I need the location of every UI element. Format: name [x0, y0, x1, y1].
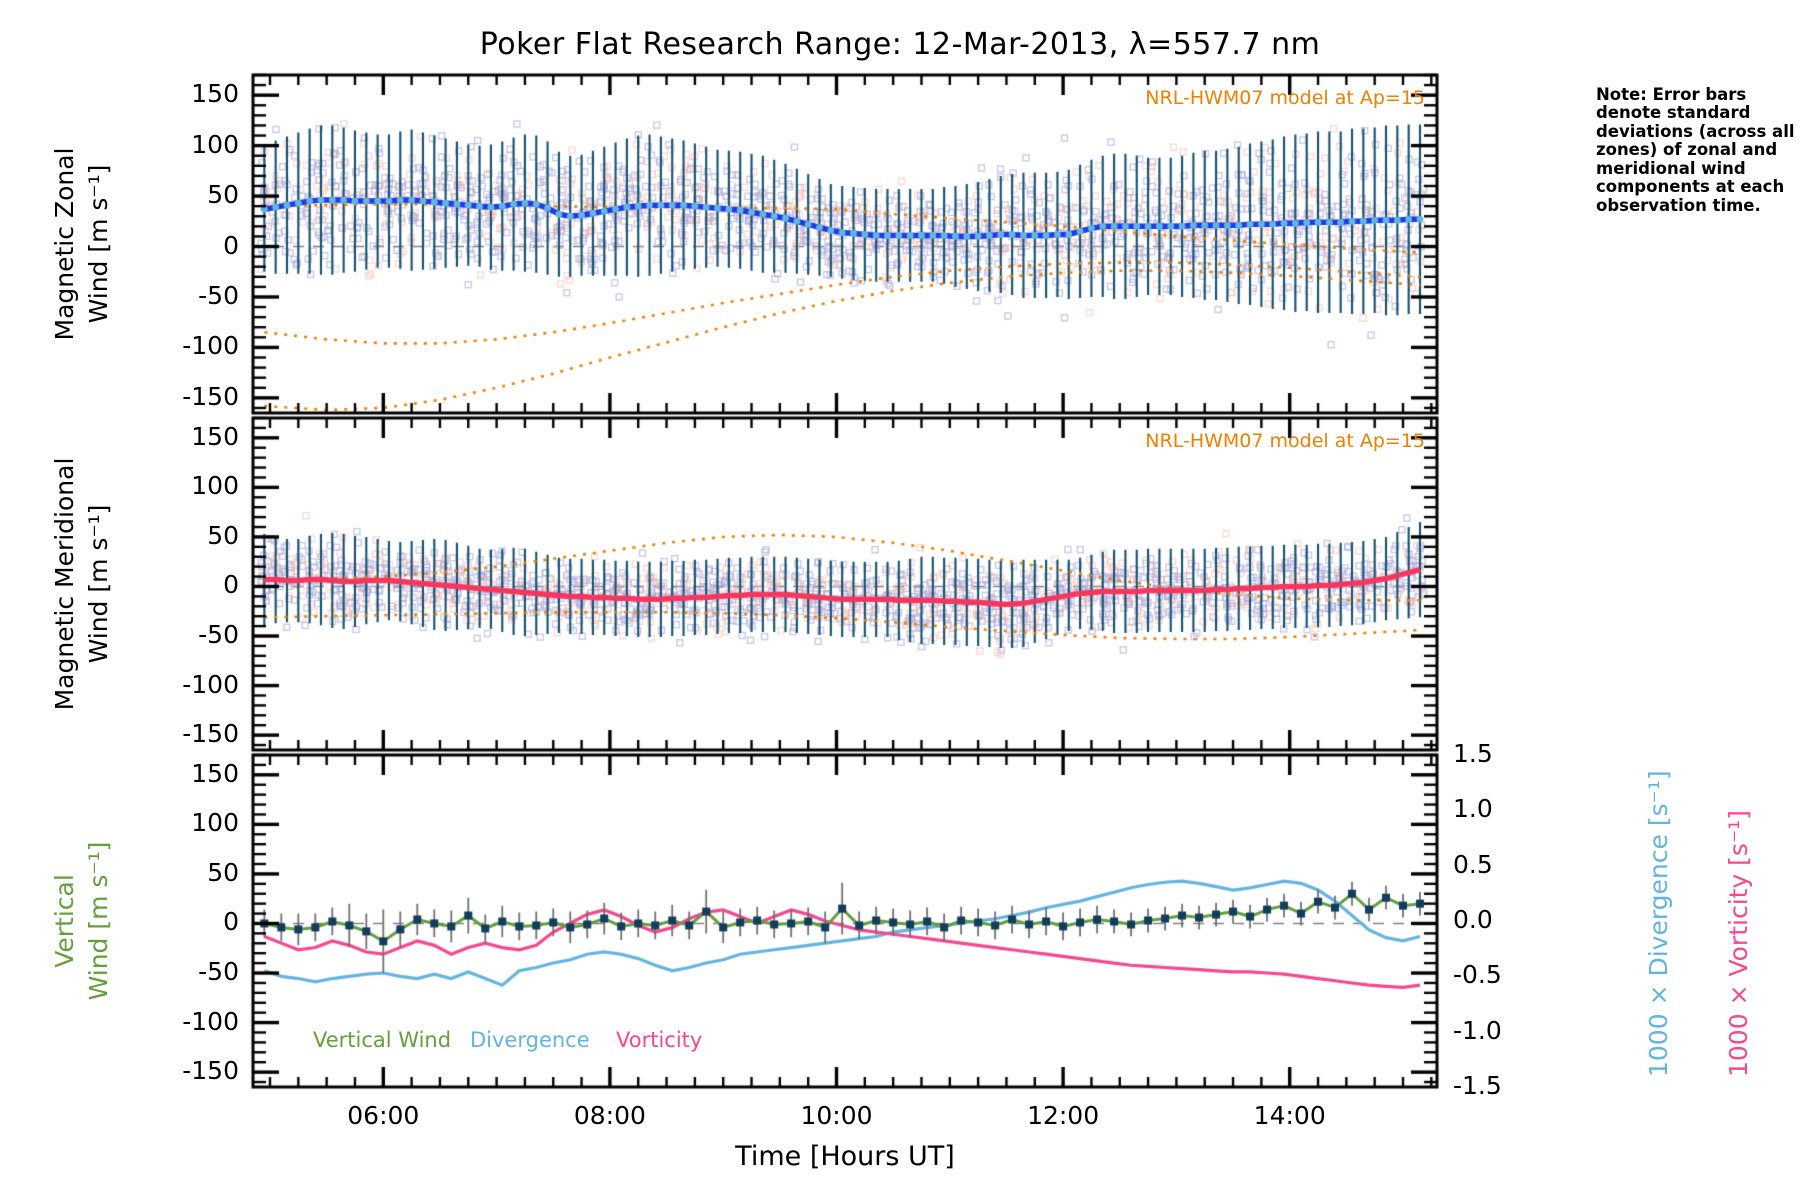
y-axis-title-magnetic-meridional-line0: Magnetic Meridional: [50, 457, 79, 711]
y-tick-label-magnetic-zonal-6: -150: [182, 381, 239, 411]
y2-tick-label-5: -1.0: [1453, 1015, 1502, 1045]
x-tick-label-3: 12:00: [1027, 1101, 1100, 1130]
x-axis-title: Time [Hours UT]: [735, 1141, 955, 1172]
y-tick-label-vertical-divergence-vorticity-1: 100: [191, 808, 239, 838]
y-tick-label-magnetic-zonal-3: 0: [223, 230, 239, 260]
y-tick-label-vertical-divergence-vorticity-3: 0: [223, 907, 239, 937]
y-axis-title-magnetic-meridional-line1: Wind [m s⁻¹]: [84, 504, 113, 664]
x-tick-label-2: 10:00: [800, 1101, 873, 1130]
y-axis-title-magnetic-zonal-line0: Magnetic Zonal: [50, 147, 79, 341]
y-tick-label-magnetic-meridional-0: 150: [191, 421, 239, 451]
y2-axis-title-vorticity: 1000 × Vorticity [s⁻¹]: [1724, 810, 1753, 1077]
legend-item-vorticity: Vorticity: [616, 1028, 703, 1052]
page-title: Poker Flat Research Range: 12-Mar-2013, …: [479, 27, 1321, 62]
model-annotation-magnetic-meridional: NRL-HWM07 model at Ap=15: [1145, 430, 1425, 452]
y-tick-label-vertical-divergence-vorticity-6: -150: [182, 1056, 239, 1086]
y-tick-label-magnetic-zonal-4: -50: [198, 280, 239, 310]
y2-tick-label-6: -1.5: [1453, 1071, 1502, 1100]
y-tick-label-vertical-divergence-vorticity-0: 150: [191, 758, 239, 788]
y2-tick-label-0: 1.5: [1453, 739, 1493, 768]
y-tick-label-vertical-divergence-vorticity-5: -100: [182, 1006, 239, 1036]
model-annotation-magnetic-zonal: NRL-HWM07 model at Ap=15: [1145, 87, 1425, 109]
y2-tick-label-2: 0.5: [1453, 849, 1493, 879]
x-tick-label-0: 06:00: [347, 1101, 420, 1130]
x-tick-label-1: 08:00: [573, 1101, 646, 1130]
y-tick-label-vertical-divergence-vorticity-2: 50: [207, 857, 239, 887]
legend-item-divergence: Divergence: [470, 1028, 590, 1052]
y-tick-label-magnetic-zonal-0: 150: [191, 79, 239, 109]
x-tick-label-4: 14:00: [1253, 1101, 1326, 1130]
y2-axis-title-divergence: 1000 × Divergence [s⁻¹]: [1644, 770, 1673, 1077]
y-tick-label-magnetic-meridional-3: 0: [223, 570, 239, 600]
y-axis-title-vertical-divergence-vorticity-line1: Wind [m s⁻¹]: [84, 841, 113, 1001]
y2-tick-label-1: 1.0: [1453, 794, 1493, 824]
y-axis-title-magnetic-zonal-line1: Wind [m s⁻¹]: [84, 164, 113, 324]
y-axis-title-vertical-divergence-vorticity-line0: Vertical: [50, 874, 79, 968]
y-tick-label-magnetic-meridional-5: -100: [182, 669, 239, 699]
y-tick-label-magnetic-zonal-1: 100: [191, 129, 239, 159]
y-tick-label-magnetic-zonal-5: -100: [182, 331, 239, 361]
y-tick-label-magnetic-meridional-4: -50: [198, 620, 239, 650]
y-tick-label-magnetic-zonal-2: 50: [207, 180, 239, 210]
y-tick-label-vertical-divergence-vorticity-4: -50: [198, 957, 239, 987]
y-tick-label-magnetic-meridional-2: 50: [207, 520, 239, 550]
y2-tick-label-3: 0.0: [1453, 905, 1493, 934]
y-tick-label-magnetic-meridional-6: -150: [182, 719, 239, 749]
y-tick-label-magnetic-meridional-1: 100: [191, 471, 239, 501]
legend-item-vertical-wind: Vertical Wind: [313, 1028, 452, 1052]
y2-tick-label-4: -0.5: [1453, 960, 1502, 990]
error-bar-note: Note: Error bars denote standard deviati…: [1596, 85, 1795, 215]
